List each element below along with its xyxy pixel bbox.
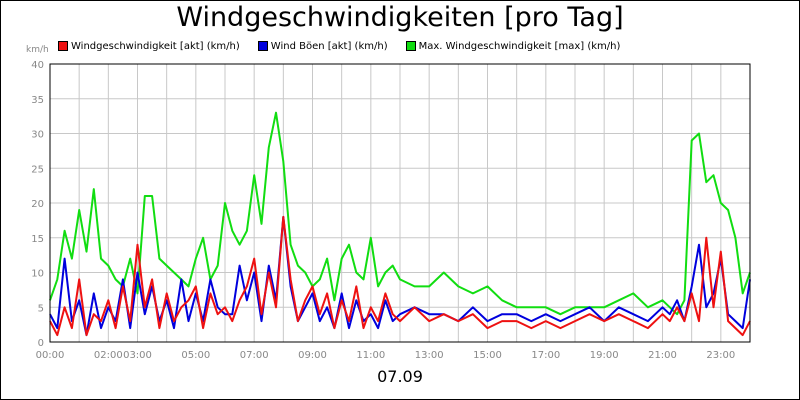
x-tick-label: 21:00	[648, 350, 677, 361]
legend-swatch-speed	[58, 41, 68, 51]
legend-swatch-gusts	[257, 41, 268, 51]
x-tick-label: 15:00	[473, 350, 502, 361]
legend-item-gusts: Wind Böen [akt] (km/h)	[257, 40, 388, 52]
series-line-0	[49, 215, 751, 337]
series-line-2	[49, 111, 751, 316]
legend-item-speed: Windgeschwindigkeit [akt] (km/h)	[58, 41, 240, 52]
legend-label-max: Max. Windgeschwindigkeit [max] (km/h)	[418, 40, 621, 52]
x-tick-label: 13:00	[415, 350, 444, 361]
x-tick-label: 09:00	[298, 350, 327, 361]
y-tick-label: 0	[38, 338, 44, 349]
x-tick-label: 23:00	[706, 350, 735, 361]
y-axis-label: km/h	[26, 45, 49, 55]
x-tick-label: 11:00	[356, 350, 385, 361]
plot-border	[49, 63, 751, 343]
y-tick-label: 10	[31, 269, 44, 280]
x-tick-label: 07:00	[240, 350, 269, 361]
legend-label-speed: Windgeschwindigkeit [akt] (km/h)	[71, 40, 240, 52]
legend: Windgeschwindigkeit [akt] (km/h) Wind Bö…	[58, 39, 638, 53]
y-tick-label: 15	[31, 234, 44, 245]
x-tick-label: 02:00	[94, 350, 123, 361]
y-tick-label: 20	[31, 199, 44, 210]
y-tick-label: 35	[31, 95, 44, 106]
y-tick-label: 25	[31, 164, 44, 175]
x-tick-label: 19:00	[590, 350, 619, 361]
y-tick-label: 5	[38, 303, 44, 314]
x-tick-label: 05:00	[181, 350, 210, 361]
y-tick-label: 40	[31, 60, 44, 71]
x-tick-label: 17:00	[531, 350, 560, 361]
y-tick-label: 30	[31, 130, 44, 141]
x-tick-label: 00:00	[36, 350, 65, 361]
legend-swatch-max	[405, 41, 416, 51]
chart-title: Windgeschwindigkeiten [pro Tag]	[176, 2, 624, 33]
x-tick-label: 03:00	[123, 350, 152, 361]
x-axis-label: 07.09	[377, 367, 423, 386]
legend-item-max: Max. Windgeschwindigkeit [max] (km/h)	[405, 40, 621, 52]
legend-label-gusts: Wind Böen [akt] (km/h)	[270, 40, 388, 52]
